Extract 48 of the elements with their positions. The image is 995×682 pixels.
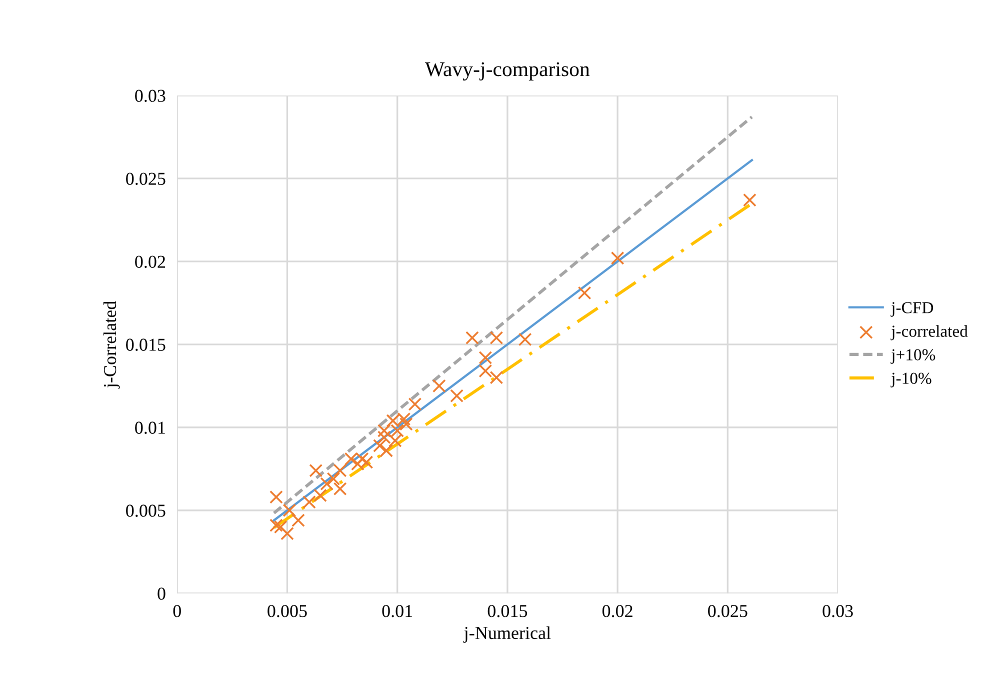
point <box>269 490 283 504</box>
point <box>466 331 479 344</box>
y-tick-label: 0.03 <box>135 90 166 102</box>
legend-label: j-CFD <box>890 302 934 317</box>
point <box>320 477 334 491</box>
point <box>269 518 283 532</box>
point <box>333 482 347 496</box>
point <box>610 251 624 265</box>
point <box>380 444 394 458</box>
x-axis-title: j-Numerical <box>463 626 551 643</box>
y-tick-label: 0 <box>158 588 166 600</box>
chart-title: Wavy-j-comparison <box>425 62 590 81</box>
point <box>326 472 340 486</box>
point <box>490 370 504 384</box>
y-axis-title: j-Correlated <box>103 301 120 389</box>
y-tick-label: 0.02 <box>135 256 166 268</box>
point <box>314 488 327 502</box>
point <box>302 495 316 509</box>
point <box>742 193 756 207</box>
x-tick-label: 0.015 <box>488 604 528 618</box>
point <box>490 331 504 344</box>
point <box>408 397 422 411</box>
legend-label: j+10% <box>890 349 936 364</box>
point <box>518 332 532 346</box>
x-tick-label: 0.03 <box>822 604 853 618</box>
legend-label: j-correlated <box>890 325 968 340</box>
legend-label: j-10% <box>890 372 932 388</box>
x-tick-label: 0.005 <box>268 604 307 618</box>
x-tick-label: 0 <box>173 604 181 618</box>
y-tick-label: 0.005 <box>126 504 166 517</box>
x-tick-label: 0.02 <box>602 604 632 618</box>
point <box>578 286 592 300</box>
x-tick-label: 0.01 <box>382 604 412 618</box>
point <box>292 514 305 528</box>
x-tick-label: 0.025 <box>708 604 748 618</box>
point <box>282 504 296 518</box>
y-tick-label: 0.01 <box>135 422 165 434</box>
point <box>432 379 446 393</box>
point <box>274 520 288 534</box>
point <box>333 464 347 478</box>
point <box>309 464 323 478</box>
point <box>478 364 492 378</box>
y-tick-label: 0.015 <box>126 338 166 351</box>
y-tick-label: 0.025 <box>126 172 166 185</box>
point <box>373 438 386 452</box>
point <box>280 526 294 540</box>
point <box>478 350 492 364</box>
point <box>450 389 464 403</box>
